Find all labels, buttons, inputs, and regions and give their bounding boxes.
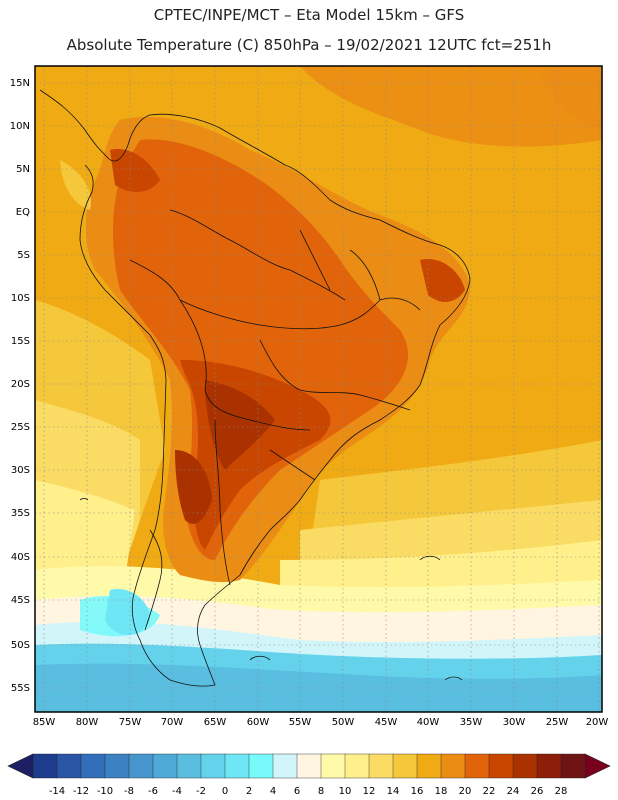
colorbar-swatch	[176, 753, 202, 779]
colorbar-swatch	[152, 753, 178, 779]
colorbar-label: 6	[294, 786, 300, 797]
lon-label: 55W	[289, 717, 312, 728]
lon-label: 65W	[204, 717, 227, 728]
colorbar-swatch	[248, 753, 274, 779]
map-title-line2: Absolute Temperature (C) 850hPa – 19/02/…	[66, 36, 552, 54]
colorbar-swatch	[560, 753, 586, 779]
lat-label: EQ	[16, 207, 30, 218]
colorbar-label: 28	[555, 786, 568, 797]
colorbar-swatch	[32, 753, 58, 779]
colorbar-label: 26	[531, 786, 544, 797]
lat-label: 5N	[16, 164, 30, 175]
colorbar-label: 24	[507, 786, 520, 797]
lat-label: 25S	[11, 422, 30, 433]
colorbar-swatch	[416, 753, 442, 779]
colorbar-swatch	[440, 753, 466, 779]
colorbar-label: 12	[363, 786, 376, 797]
coastlines-borders	[39, 89, 471, 687]
lat-label: 45S	[11, 595, 30, 606]
colorbar-label: 10	[339, 786, 352, 797]
colorbar-high-arrow	[584, 753, 611, 779]
colorbar-label: 4	[270, 786, 276, 797]
longitude-labels: 85W 80W 75W 70W 65W 60W 55W 50W 45W 40W …	[33, 717, 609, 728]
colorbar-label: 20	[459, 786, 472, 797]
colorbar: -14 -12 -10 -8 -6 -4 -2 0 2 4 6 8 10 12 14 16 18 20 22 24 26…	[7, 753, 611, 797]
lon-label: 75W	[119, 717, 142, 728]
colorbar-swatch	[56, 753, 82, 779]
colorbar-swatch	[344, 753, 370, 779]
lat-label: 10N	[10, 121, 30, 132]
colorbar-swatch	[80, 753, 106, 779]
colorbar-swatch	[392, 753, 418, 779]
colorbar-swatch	[296, 753, 322, 779]
lon-label: 30W	[503, 717, 526, 728]
lat-label: 10S	[11, 293, 30, 304]
colorbar-label: -2	[196, 786, 206, 797]
lat-label: 55S	[11, 683, 30, 694]
colorbar-swatch	[272, 753, 298, 779]
lat-label: 40S	[11, 552, 30, 563]
colorbar-label: -14	[49, 786, 65, 797]
colorbar-label: -10	[97, 786, 113, 797]
lat-label: 5S	[17, 250, 30, 261]
colorbar-swatch	[536, 753, 562, 779]
lon-label: 70W	[161, 717, 184, 728]
colorbar-label: 8	[318, 786, 324, 797]
colorbar-swatch	[320, 753, 346, 779]
colorbar-label: 2	[246, 786, 252, 797]
lon-label: 85W	[33, 717, 56, 728]
colorbar-low-arrow	[7, 753, 34, 779]
lon-label: 80W	[76, 717, 99, 728]
lat-label: 20S	[11, 379, 30, 390]
lon-label: 25W	[546, 717, 569, 728]
lat-label: 30S	[11, 465, 30, 476]
colorbar-label: -12	[73, 786, 89, 797]
colorbar-label: 16	[411, 786, 424, 797]
colorbar-label: 18	[435, 786, 448, 797]
lat-label: 15S	[11, 336, 30, 347]
latitude-labels: 15N 10N 5N EQ 5S 10S 15S 20S 25S 30S 35S…	[10, 78, 30, 694]
lat-label: 50S	[11, 640, 30, 651]
colorbar-label: 0	[222, 786, 228, 797]
lon-label: 20W	[586, 717, 609, 728]
colorbar-swatch	[488, 753, 514, 779]
lon-label: 60W	[247, 717, 270, 728]
colorbar-swatch	[128, 753, 154, 779]
colorbar-label: -4	[172, 786, 182, 797]
colorbar-swatch	[224, 753, 250, 779]
map-frame	[34, 65, 603, 713]
lat-label: 35S	[11, 508, 30, 519]
colorbar-swatch	[368, 753, 394, 779]
map-gridlines	[35, 66, 602, 712]
lon-label: 50W	[332, 717, 355, 728]
lon-label: 40W	[417, 717, 440, 728]
map-title-line1: CPTEC/INPE/MCT – Eta Model 15km – GFS	[153, 6, 465, 24]
colorbar-swatch	[512, 753, 538, 779]
colorbar-label: -6	[148, 786, 158, 797]
colorbar-swatch	[464, 753, 490, 779]
lon-label: 35W	[460, 717, 483, 728]
colorbar-label: -8	[124, 786, 134, 797]
colorbar-label: 22	[483, 786, 496, 797]
temperature-field	[35, 66, 602, 712]
colorbar-label: 14	[387, 786, 400, 797]
lon-label: 45W	[375, 717, 398, 728]
colorbar-swatch	[104, 753, 130, 779]
lat-label: 15N	[10, 78, 30, 89]
colorbar-swatch	[200, 753, 226, 779]
